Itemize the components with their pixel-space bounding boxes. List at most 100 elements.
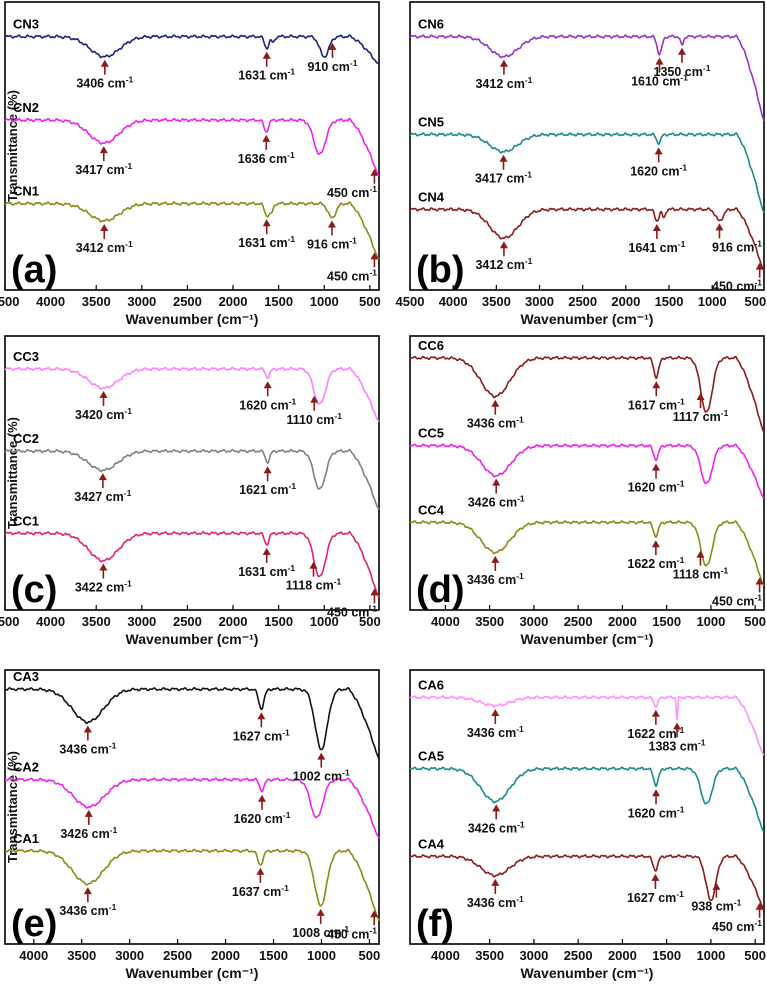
peak-label: 450 cm-1 bbox=[327, 267, 377, 283]
peak-label: 1118 cm-1 bbox=[286, 577, 342, 593]
annotation-arrowhead bbox=[712, 882, 721, 890]
series-label-cc3: CC3 bbox=[13, 349, 39, 364]
x-tick-label: 500 bbox=[359, 614, 381, 629]
annotation-arrowhead bbox=[491, 878, 500, 886]
peak-label: 3436 cm-1 bbox=[467, 724, 524, 740]
x-tick-label: 3000 bbox=[525, 294, 554, 309]
x-tick-label: 500 bbox=[359, 948, 381, 963]
annotation-arrowhead bbox=[652, 223, 661, 231]
x-tick-label: 500 bbox=[359, 294, 381, 309]
y-axis-label: Transmittance (%) bbox=[5, 90, 20, 202]
peak-label: 450 cm-1 bbox=[712, 278, 762, 294]
annotation-arrowhead bbox=[491, 399, 500, 407]
peak-label: 1620 cm-1 bbox=[628, 804, 685, 820]
annotation-arrowhead bbox=[491, 555, 500, 563]
series-label-ca2: CA2 bbox=[13, 760, 39, 775]
x-tick-label: 3500 bbox=[482, 294, 511, 309]
peak-label: 1117 cm-1 bbox=[673, 408, 729, 424]
x-tick-label: 1500 bbox=[655, 294, 684, 309]
x-tick-label: 2000 bbox=[211, 948, 240, 963]
annotation-arrowhead bbox=[262, 51, 271, 59]
peak-label: 1118 cm-1 bbox=[673, 566, 729, 582]
peak-label: 916 cm-1 bbox=[712, 238, 762, 254]
annotation-arrowhead bbox=[263, 381, 272, 389]
annotation-arrowhead bbox=[651, 540, 660, 548]
annotation-arrowhead bbox=[327, 220, 336, 228]
peak-label: 1620 cm-1 bbox=[628, 479, 685, 495]
plot-frame bbox=[409, 1, 765, 291]
plot-frame bbox=[4, 335, 380, 611]
annotation-arrowhead bbox=[755, 577, 764, 585]
panel-f: 4000 3500 3000 2500 2000 1500 1000 500 Wavenumbe… bbox=[409, 669, 766, 981]
peak-label: 1617 cm-1 bbox=[628, 396, 685, 412]
x-tick-label: 500 bbox=[744, 948, 766, 963]
peak-label: 450 cm-1 bbox=[327, 603, 377, 619]
panel-e: 4000 3500 3000 2500 2000 1500 1000 500 Wavenumbe… bbox=[4, 669, 381, 981]
x-tick-label: 3000 bbox=[519, 614, 548, 629]
annotation-arrowhead bbox=[263, 466, 272, 474]
x-tick-label: 3500 bbox=[475, 614, 504, 629]
annotation-arrowhead bbox=[655, 57, 664, 65]
plot-frame bbox=[409, 669, 765, 945]
x-tick-label: 2500 bbox=[564, 614, 593, 629]
peak-label: 1631 cm-1 bbox=[238, 563, 295, 579]
annotation-arrowhead bbox=[99, 390, 108, 398]
series-line-cn2 bbox=[4, 117, 380, 177]
x-tick-label: 2500 bbox=[173, 294, 202, 309]
x-tick-label: 1500 bbox=[264, 614, 293, 629]
annotation-arrowhead bbox=[652, 463, 661, 471]
series-line-ca3 bbox=[4, 687, 380, 760]
annotation-arrowhead bbox=[652, 789, 661, 797]
peak-label: 3412 cm-1 bbox=[475, 256, 532, 272]
series-label-cn3: CN3 bbox=[13, 17, 39, 32]
x-tick-label: 1000 bbox=[310, 294, 339, 309]
plot-frame bbox=[409, 335, 765, 611]
x-axis-label: Wavenumber (cm⁻¹) bbox=[521, 965, 654, 981]
annotation-arrowhead bbox=[262, 134, 271, 142]
x-axis-label: Wavenumber (cm⁻¹) bbox=[521, 311, 654, 327]
x-tick-label: 4000 bbox=[36, 294, 65, 309]
annotation-arrowhead bbox=[370, 588, 379, 596]
x-tick-label: 1000 bbox=[696, 948, 725, 963]
annotation-arrowhead bbox=[673, 722, 682, 730]
series-label-cc4: CC4 bbox=[418, 502, 445, 517]
panel-letter: (e) bbox=[11, 903, 57, 945]
panel-c: 4500 4000 3500 3000 2500 2000 1500 1000 500 Waven… bbox=[0, 335, 381, 647]
annotation-arrowhead bbox=[310, 395, 319, 403]
plot-frame bbox=[4, 669, 380, 945]
series-label-cn6: CN6 bbox=[418, 17, 444, 32]
annotation-arrowhead bbox=[499, 241, 508, 249]
peak-label: 3420 cm-1 bbox=[75, 406, 132, 422]
x-axis-label: Wavenumber (cm⁻¹) bbox=[126, 631, 259, 647]
x-tick-label: 3000 bbox=[115, 948, 144, 963]
peak-label: 938 cm-1 bbox=[691, 898, 741, 914]
peak-label: 1620 cm-1 bbox=[239, 396, 296, 412]
series-label-ca1: CA1 bbox=[13, 831, 39, 846]
x-tick-label: 4000 bbox=[431, 948, 460, 963]
series-label-cn1: CN1 bbox=[13, 184, 39, 199]
x-tick-label: 3000 bbox=[127, 294, 156, 309]
series-label-ca6: CA6 bbox=[418, 677, 444, 692]
peak-label: 1008 cm-1 bbox=[292, 924, 349, 940]
x-tick-label: 3500 bbox=[82, 614, 111, 629]
x-tick-label: 4000 bbox=[19, 948, 48, 963]
annotation-arrowhead bbox=[715, 223, 724, 231]
peak-label: 1110 cm-1 bbox=[286, 411, 342, 427]
annotation-arrowhead bbox=[651, 709, 660, 717]
x-tick-label: 2500 bbox=[564, 948, 593, 963]
annotation-arrowhead bbox=[257, 712, 266, 720]
peak-label: 3412 cm-1 bbox=[475, 75, 532, 91]
panel-letter: (b) bbox=[416, 249, 465, 291]
series-line-cc4 bbox=[409, 520, 765, 586]
x-tick-label: 4500 bbox=[396, 294, 425, 309]
annotation-arrowhead bbox=[317, 752, 326, 760]
series-line-cc6 bbox=[409, 355, 765, 433]
x-tick-label: 1500 bbox=[652, 614, 681, 629]
series-line-ca6 bbox=[409, 695, 765, 756]
x-tick-label: 2000 bbox=[611, 294, 640, 309]
peak-label: 1002 cm-1 bbox=[293, 768, 350, 784]
annotation-arrowhead bbox=[652, 381, 661, 389]
peak-label: 916 cm-1 bbox=[307, 235, 357, 251]
peak-label: 3436 cm-1 bbox=[467, 571, 524, 587]
series-line-cn1 bbox=[4, 201, 380, 260]
